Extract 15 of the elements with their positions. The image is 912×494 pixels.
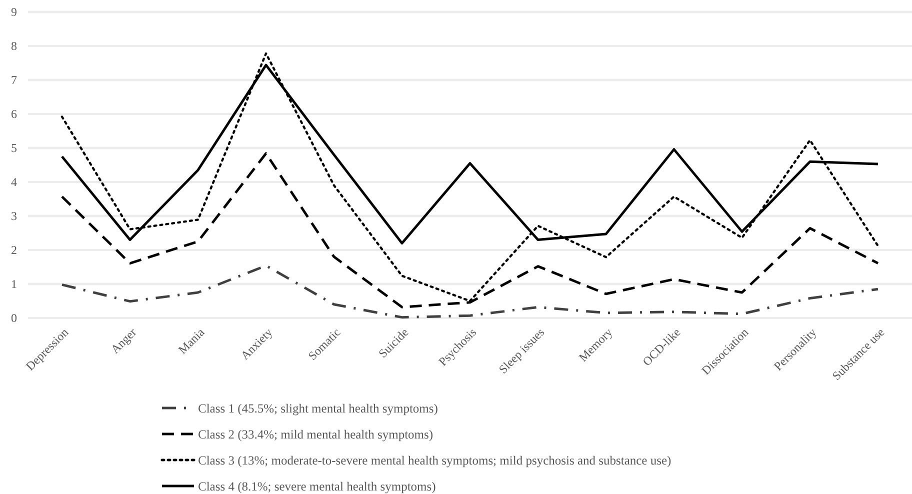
- legend-label: Class 4 (8.1%; severe mental health symptoms): [198, 479, 436, 494]
- y-tick-label: 2: [11, 243, 17, 258]
- y-tick-label: 6: [11, 107, 17, 122]
- legend-label: Class 2 (33.4%; mild mental health symptoms): [198, 427, 434, 442]
- y-tick-label: 7: [11, 73, 17, 88]
- legend-label: Class 1 (45.5%; slight mental health symptoms): [198, 401, 438, 416]
- y-tick-label: 3: [11, 209, 17, 224]
- y-tick-label: 0: [11, 311, 17, 326]
- legend-label: Class 3 (13%; moderate-to-severe mental health symptoms; mild psychosis and substance use): [198, 453, 672, 468]
- y-tick-label: 9: [11, 5, 17, 20]
- y-tick-label: 4: [11, 175, 17, 190]
- y-tick-label: 8: [11, 39, 17, 54]
- line-series: [60, 264, 880, 319]
- y-tick-label: 1: [11, 277, 17, 292]
- y-tick-label: 5: [11, 141, 17, 156]
